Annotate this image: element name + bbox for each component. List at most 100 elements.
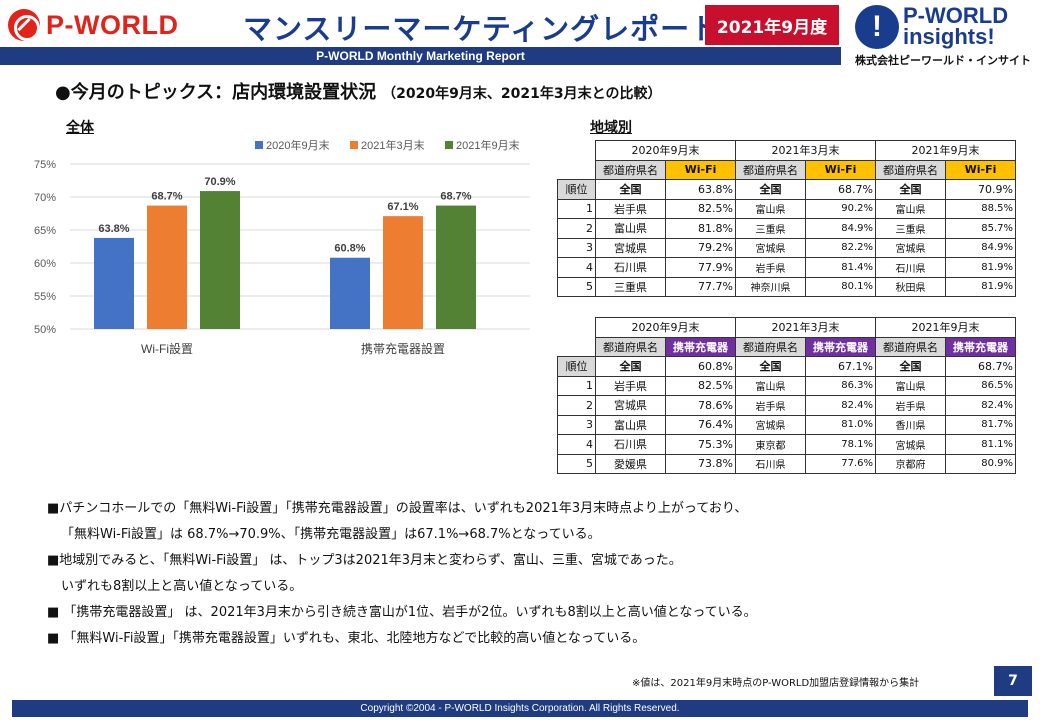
rank-number: 1 [557,198,596,219]
rate-value: 60.8% [665,356,736,377]
rate-value: 85.7% [945,218,1016,239]
rate-value: 80.9% [945,453,1016,474]
rate-value: 76.4% [665,414,736,435]
comment-line: ■パチンコホールでの「無料Wi-Fi設置」「携帯充電器設置」の設置率は、いずれも… [47,501,748,516]
prefecture-name: 富山県 [735,198,806,219]
rate-value: 70.9% [945,179,1016,200]
commentary: ■パチンコホールでの「無料Wi-Fi設置」「携帯充電器設置」の設置率は、いずれも… [47,496,1007,652]
table-row: 3 宮城県 79.2% 宮城県 82.2% 宮城県 84.9% [557,237,1016,258]
rate-value: 78.6% [665,395,736,416]
prefecture-name: 宮城県 [875,237,946,258]
prefecture-name: 富山県 [595,414,666,435]
rate-value: 67.1% [805,356,876,377]
y-tick-label: 65% [34,225,56,237]
rate-value: 81.7% [945,414,1016,435]
prefecture-name: 富山県 [875,198,946,219]
period-header: 2020年9月末 [595,317,736,338]
subtitle-bar: P-WORLD Monthly Marketing Report [0,47,841,65]
period-header: 2020年9月末 [595,140,736,161]
rank-number: 4 [557,257,596,278]
insights-logo-line2: insights! [903,24,995,49]
metric-header: Wi-Fi [665,159,736,180]
section-subheading: （2020年9月末、2021年3月末との比較） [382,86,662,102]
prefecture-name: 三重県 [735,218,806,239]
bar-chart: 50% 55% 60% 65% 70% 75% 2020年9月末 2021年3月末 2021年9… [34,138,530,356]
prefecture-name: 岩手県 [875,395,946,416]
prefecture-name: 宮城県 [735,237,806,258]
rank-number: 3 [557,237,596,258]
prefecture-name: 神奈川県 [735,276,806,297]
prefecture-name: 富山県 [875,375,946,396]
rate-value: 80.1% [805,276,876,297]
data-label: 68.7% [440,191,471,203]
p-world-logo-icon [8,9,40,41]
rate-value: 82.5% [665,198,736,219]
rate-value: 75.3% [665,434,736,455]
prefecture-name: 香川県 [875,414,946,435]
rank-number: 5 [557,276,596,297]
table-corner [558,337,596,357]
category-label: 携帯充電器設置 [361,341,445,356]
prefecture-name: 岩手県 [735,257,806,278]
prefecture-name: 三重県 [595,276,666,297]
metric-header: 携帯充電器 [945,336,1016,357]
period-header: 2021年3月末 [735,140,876,161]
prefecture-header: 都道府県名 [875,336,946,357]
prefecture-header: 都道府県名 [875,159,946,180]
rate-value: 81.0% [805,414,876,435]
prefecture-name: 岩手県 [735,395,806,416]
prefecture-name: 全国 [735,356,806,377]
rate-value: 81.4% [805,257,876,278]
prefecture-name: 宮城県 [595,395,666,416]
prefecture-name: 富山県 [595,218,666,239]
prefecture-name: 秋田県 [875,276,946,297]
rate-value: 88.5% [945,198,1016,219]
metric-header: 携帯充電器 [665,336,736,357]
prefecture-name: 岩手県 [595,198,666,219]
rate-value: 82.2% [805,237,876,258]
data-label: 70.9% [204,176,235,188]
prefecture-name: 宮城県 [875,434,946,455]
rate-value: 78.1% [805,434,876,455]
insights-logo: ! P-WORLD insights! 株式会社ピーワールド・インサイト [855,3,1035,67]
bar [436,205,476,329]
comment-line: ■地域別でみると、「無料Wi-Fi設置」 は、トップ3は2021年3月末と変わら… [47,553,682,568]
legend-label: 2021年3月末 [361,138,425,152]
legend-swatch [350,141,358,149]
bar [330,257,370,329]
prefecture-name: 全国 [595,179,666,200]
table-row: 2 富山県 81.8% 三重県 84.9% 三重県 85.7% [557,218,1016,239]
table-row: 5 三重県 77.7% 神奈川県 80.1% 秋田県 81.9% [557,276,1016,297]
rate-value: 63.8% [665,179,736,200]
comment-line: ■ 「携帯充電器設置」 は、2021年3月末から引き続き富山が1位、岩手が2位。… [47,605,757,620]
insights-logo-line1: P-WORLD [903,3,1009,28]
comment-line: いずれも8割以上と高い値となっている。 [61,579,303,594]
period-header: 2021年9月末 [875,140,1016,161]
rate-value: 90.2% [805,198,876,219]
period-badge: 2021年9月度 [705,5,839,45]
data-label: 60.8% [334,243,365,255]
prefecture-name: 宮城県 [595,237,666,258]
table-corner [558,141,596,161]
legend-swatch [255,141,263,149]
category-label: Wi-Fi設置 [141,341,193,356]
prefecture-name: 全国 [735,179,806,200]
company-name: 株式会社ピーワールド・インサイト [855,54,1031,67]
period-header: 2021年3月末 [735,317,876,338]
y-tick-label: 70% [34,192,56,204]
table-row: 2 宮城県 78.6% 岩手県 82.4% 岩手県 82.4% [557,395,1016,416]
wifi-ranking-table: 2020年9月末 2021年3月末 2021年9月末 都道府県名 Wi-Fi 都道府県名 W… [557,140,1016,297]
copyright-footer: Copyright ©2004 - P-WORLD Insights Corpo… [12,700,1028,717]
data-label: 67.1% [387,201,418,213]
label-overall: 全体 [66,120,94,136]
prefecture-name: 岩手県 [595,375,666,396]
rate-value: 81.9% [945,257,1016,278]
prefecture-header: 都道府県名 [595,159,666,180]
comment-line: ■ 「無料Wi-Fi設置」「携帯充電器設置」いずれも、東北、北陸地方などで比較的… [47,631,646,646]
prefecture-name: 全国 [875,356,946,377]
info-icon: ! [855,5,899,49]
metric-header: Wi-Fi [805,159,876,180]
section-heading-text: ●今月のトピックス：店内環境設置状況 [55,82,377,103]
rate-value: 82.4% [805,395,876,416]
bar [147,205,187,329]
